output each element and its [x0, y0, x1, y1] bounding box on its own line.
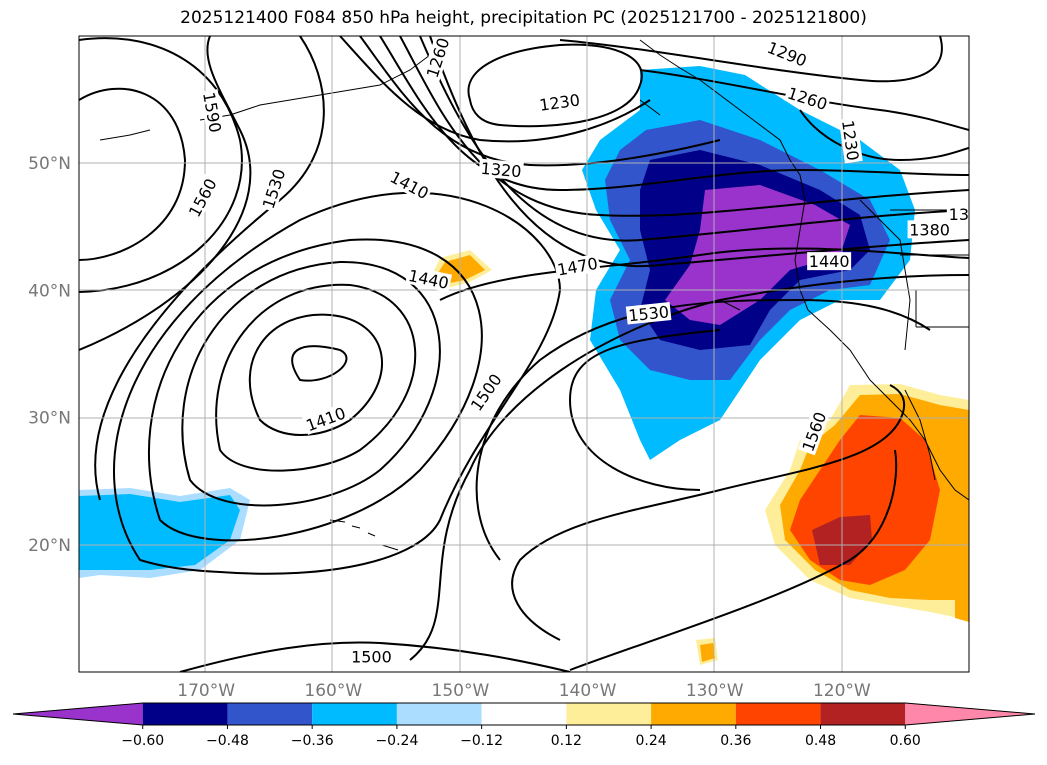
colorbar-label: −0.24: [375, 733, 418, 749]
colorbar-label: 0.60: [890, 733, 921, 749]
plot-frame: [78, 35, 970, 673]
contour-label-halo: [536, 90, 583, 115]
colorbar-segment: [142, 703, 228, 725]
contour-label-halo: [783, 82, 832, 114]
colorbar-label: −0.36: [291, 733, 334, 749]
lat-tick-label: 30°N: [28, 409, 71, 429]
colorbar-segment: [481, 703, 567, 725]
contour-label: 1500: [349, 647, 394, 667]
contour-label-halo: [465, 368, 506, 416]
lon-tick-label: 120°W: [813, 681, 871, 701]
colorbar-segment: [227, 703, 313, 725]
colorbar-segment: [312, 703, 397, 725]
contour-label-halo: [554, 253, 601, 279]
map-title: 2025121400 F084 850 hPa height, precipit…: [180, 8, 867, 28]
colorbar-segment: [735, 703, 821, 725]
contour-label: 1320: [478, 158, 524, 181]
lon-tick-label: 170°W: [177, 681, 235, 701]
contour-label-text: 1320: [480, 159, 522, 181]
contour-label: 1440: [405, 265, 453, 293]
colorbar-segment: [396, 703, 482, 725]
lon-tick-label: 130°W: [686, 681, 744, 701]
contour-label: 1530: [625, 302, 672, 325]
height-contours: [79, 36, 969, 672]
contour-label-halo: [907, 220, 952, 239]
colorbar-label: −0.48: [206, 733, 249, 749]
contour-label-text: 13: [949, 205, 969, 224]
contour-label-halo: [385, 166, 434, 204]
lon-tick-label: 140°W: [559, 681, 617, 701]
contour-label-halo: [258, 164, 289, 213]
contour-label-halo: [625, 302, 672, 325]
contour-label: 13: [946, 205, 969, 224]
colorbar-segment: [820, 703, 906, 725]
contour-label-halo: [184, 173, 221, 222]
colorbar-segment: [566, 703, 652, 725]
lat-tick-label: 50°N: [28, 154, 71, 174]
colorbar-label: 0.12: [551, 733, 582, 749]
contour-label-halo: [946, 205, 969, 224]
contour-label-halo: [301, 402, 350, 435]
colorbar: −0.60 −0.48 −0.36 −0.24 −0.12 0.12 0.24 0.36 0.4…: [12, 702, 1036, 749]
contour-label-halo: [763, 37, 811, 71]
contour-label-halo: [422, 36, 453, 82]
contour-label-text: 1500: [351, 648, 392, 667]
contour-label-text: 1530: [627, 302, 669, 325]
colorbar-label: −0.60: [121, 733, 164, 749]
lat-tick-label: 20°N: [28, 536, 71, 556]
colorbar-label: 0.36: [720, 733, 751, 749]
contour-label-text: 1440: [809, 252, 850, 271]
contour-label-halo: [199, 89, 226, 136]
contour-label-halo: [838, 117, 863, 164]
positive-anomaly-spots: [432, 250, 969, 665]
colorbar-label: −0.12: [460, 733, 503, 749]
colorbar-label: 0.24: [636, 733, 667, 749]
contour-label-halo: [349, 647, 394, 666]
colorbar-segment: [13, 703, 143, 725]
lat-tick-label: 40°N: [28, 281, 71, 301]
contour-label-halo: [405, 265, 453, 293]
contour-label: 1380: [907, 220, 952, 239]
colorbar-segment: [651, 703, 736, 725]
colorbar-segment: [905, 703, 1035, 725]
contour-label-halo: [797, 407, 830, 456]
latitude-ticks: 20°N 30°N 40°N 50°N: [28, 154, 71, 556]
longitude-ticks: 170°W 160°W 150°W 140°W 130°W 120°W: [177, 681, 871, 701]
colorbar-label: 0.48: [805, 733, 836, 749]
lon-tick-label: 160°W: [304, 681, 362, 701]
contour-label: 1440: [807, 252, 852, 271]
lon-tick-label: 150°W: [432, 681, 490, 701]
contour-label-halo: [807, 252, 852, 271]
contour-label-halo: [478, 158, 524, 181]
contour-label-text: 1380: [909, 220, 950, 239]
